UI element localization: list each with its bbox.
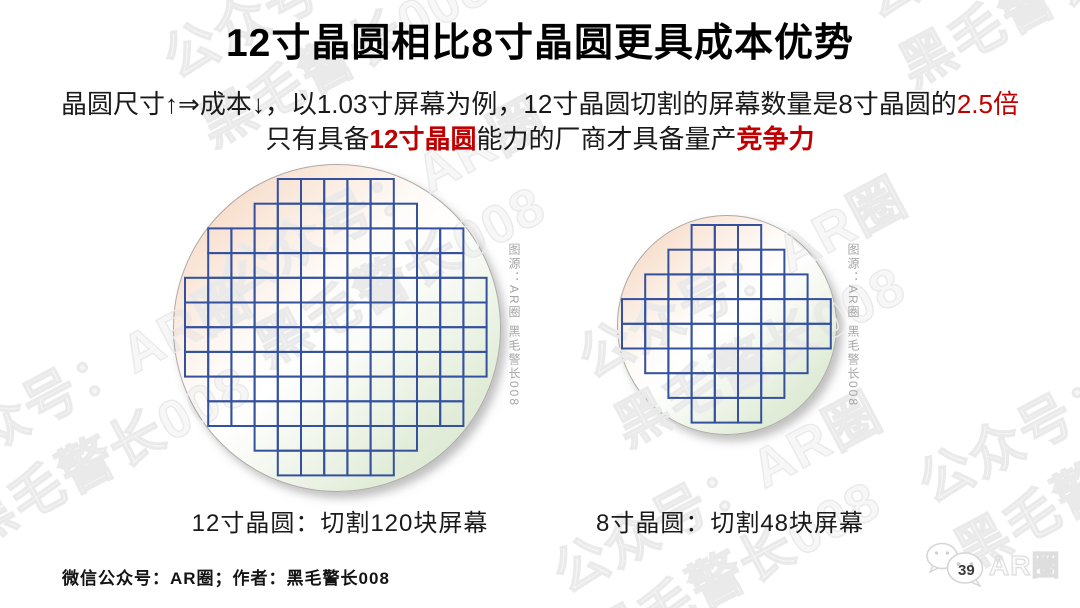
subtitle-line-1: 晶圆尺寸↑⇒成本↓，以1.03寸屏幕为例，12寸晶圆切割的屏幕数量是8寸晶圆的2… — [0, 84, 1080, 121]
subtitle2-highlight2: 竞争力 — [736, 124, 815, 154]
wafer-8inch-caption: 8寸晶圆：切割48块屏幕 — [595, 510, 865, 537]
page-number: 39 — [958, 562, 975, 579]
wafer-12inch-caption: 12寸晶圆：切割120块屏幕 — [191, 510, 489, 537]
image-source-note-left: 图源：AR圈 黑毛警长008 — [507, 243, 521, 408]
wechat-icon — [926, 542, 984, 587]
image-source-note-right: 图源：AR圈 黑毛警长008 — [846, 243, 860, 408]
footer-credit: 微信公众号：AR圈；作者：黑毛警长008 — [62, 569, 390, 588]
subtitle-line-2: 只有具备12寸晶圆能力的厂商才具备量产竞争力 — [0, 119, 1080, 156]
page-title: 12寸晶圆相比8寸晶圆更具成本优势 — [225, 22, 855, 65]
ar-circle-logo-text: AR圈 — [988, 549, 1061, 581]
subtitle2-seg2: 能力的厂商才具备量产 — [476, 124, 737, 154]
subtitle2-seg1: 只有具备 — [265, 124, 370, 154]
wafer-12inch-circle — [173, 164, 501, 492]
subtitle2-highlight1: 12寸晶圆 — [369, 124, 477, 154]
wafer-12inch-grid — [184, 177, 488, 477]
wafer-8inch-grid — [620, 224, 832, 424]
subtitle1-text: 晶圆尺寸↑⇒成本↓，以1.03寸屏幕为例，12寸晶圆切割的屏幕数量是8寸晶圆的 — [61, 89, 957, 119]
subtitle1-highlight: 2.5倍 — [956, 89, 1019, 119]
